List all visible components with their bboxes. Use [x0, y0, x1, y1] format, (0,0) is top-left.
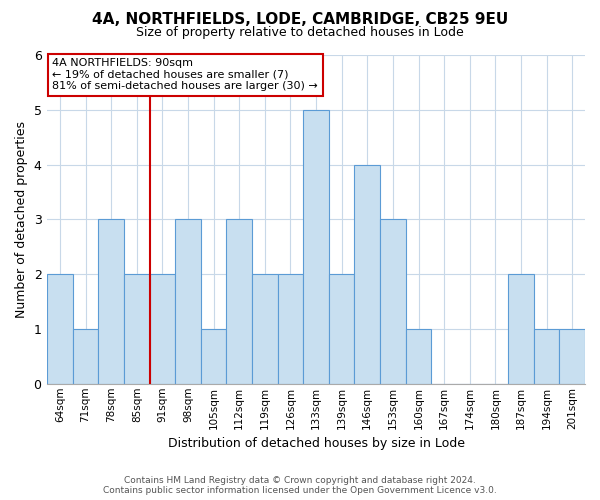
Bar: [201, 329, 226, 384]
Bar: [508, 274, 534, 384]
Bar: [278, 274, 303, 384]
Bar: [559, 329, 585, 384]
Text: Contains HM Land Registry data © Crown copyright and database right 2024.
Contai: Contains HM Land Registry data © Crown c…: [103, 476, 497, 495]
Bar: [149, 274, 175, 384]
Text: 4A NORTHFIELDS: 90sqm
← 19% of detached houses are smaller (7)
81% of semi-detac: 4A NORTHFIELDS: 90sqm ← 19% of detached …: [52, 58, 318, 92]
Bar: [98, 220, 124, 384]
Bar: [406, 329, 431, 384]
Bar: [329, 274, 355, 384]
Bar: [73, 329, 98, 384]
Bar: [175, 220, 201, 384]
Y-axis label: Number of detached properties: Number of detached properties: [15, 121, 28, 318]
Bar: [47, 274, 73, 384]
Bar: [534, 329, 559, 384]
Bar: [252, 274, 278, 384]
Bar: [303, 110, 329, 384]
Bar: [124, 274, 149, 384]
Bar: [355, 164, 380, 384]
Bar: [380, 220, 406, 384]
Text: 4A, NORTHFIELDS, LODE, CAMBRIDGE, CB25 9EU: 4A, NORTHFIELDS, LODE, CAMBRIDGE, CB25 9…: [92, 12, 508, 28]
Text: Size of property relative to detached houses in Lode: Size of property relative to detached ho…: [136, 26, 464, 39]
X-axis label: Distribution of detached houses by size in Lode: Distribution of detached houses by size …: [167, 437, 464, 450]
Bar: [226, 220, 252, 384]
